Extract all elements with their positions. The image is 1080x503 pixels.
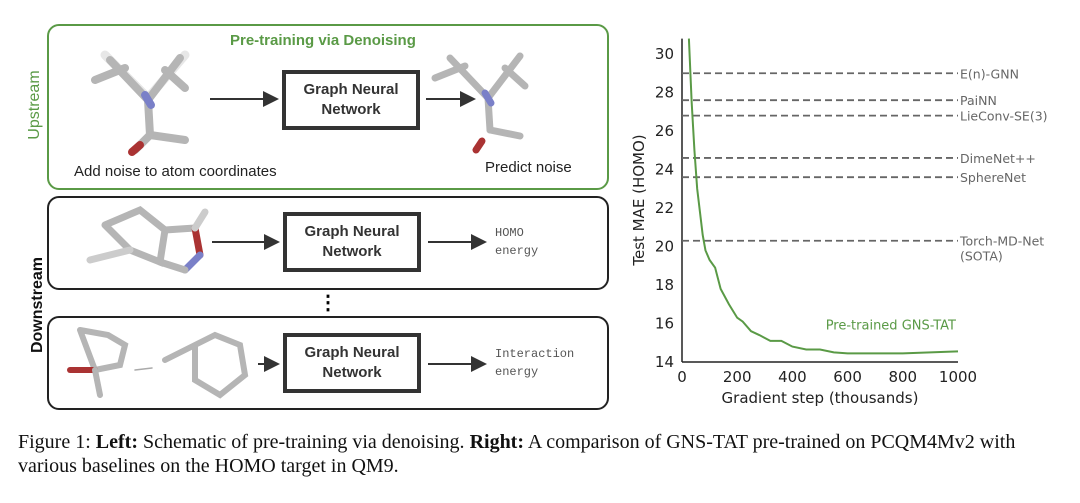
baseline-label: SphereNet <box>960 170 1026 185</box>
series-label: Pre-trained GNS-TAT <box>826 319 956 334</box>
y-tick-label: 20 <box>655 238 674 256</box>
gnn-box-upstream: Graph Neural Network <box>282 70 420 130</box>
x-tick-label: 200 <box>723 368 752 386</box>
gnn-label-line1: Graph Neural <box>304 223 400 240</box>
noisy-molecule-icon <box>91 50 190 156</box>
y-tick-label: 16 <box>655 315 674 333</box>
y-tick-label: 14 <box>655 353 674 371</box>
x-axis-label: Gradient step (thousands) <box>722 389 919 407</box>
caption-right-text: A comparison of GNS-TAT pre-trained on P… <box>18 431 1016 477</box>
baseline-label: PaiNN <box>960 93 997 108</box>
baseline-label: Torch-MD-Net <box>959 234 1044 249</box>
interaction-line2: energy <box>495 365 539 379</box>
gnn-box-homo: Graph Neural Network <box>283 212 421 272</box>
homo-line2: energy <box>495 244 539 258</box>
x-tick-label: 0 <box>677 368 687 386</box>
baseline-label: LieConv-SE(3) <box>960 109 1048 124</box>
baseline-label: E(n)-GNN <box>960 66 1019 81</box>
interaction-molecules-icon <box>67 327 249 399</box>
upstream-title: Pre-training via Denoising <box>230 32 416 49</box>
gnn-label-line1: Graph Neural <box>304 344 400 361</box>
x-tick-label: 800 <box>888 368 917 386</box>
y-tick-label: 30 <box>655 45 674 63</box>
gnn-label-line2: Network <box>322 243 382 260</box>
series-line <box>687 38 959 355</box>
mae-chart: Test MAE (HOMO) Gradient step (thousands… <box>630 38 1048 407</box>
noise-caption: Add noise to atom coordinates <box>74 163 277 180</box>
gnn-label-line2: Network <box>321 101 381 118</box>
predicted-molecule-icon <box>431 52 529 154</box>
caption-left-bold: Left: <box>95 431 138 453</box>
baseline-label-sub: (SOTA) <box>960 249 1003 264</box>
y-tick-label: 24 <box>655 161 674 179</box>
y-tick-label: 28 <box>655 84 674 102</box>
gnn-label-line2: Network <box>322 364 382 381</box>
homo-molecule-icon <box>86 205 209 274</box>
gnn-box-interaction: Graph Neural Network <box>283 333 421 393</box>
predict-caption: Predict noise <box>485 159 572 176</box>
downstream-panel-interaction <box>47 316 609 410</box>
caption-left-text: Schematic of pre-training via denoising. <box>137 431 470 453</box>
x-tick-label: 400 <box>778 368 807 386</box>
y-tick-label: 26 <box>655 122 674 140</box>
interaction-output: Interaction energy <box>495 345 574 381</box>
x-tick-label: 600 <box>833 368 862 386</box>
downstream-panel-homo <box>47 196 609 290</box>
y-axis-label: Test MAE (HOMO) <box>630 134 648 266</box>
baseline-label: DimeNet++ <box>960 151 1036 166</box>
figure-caption: Figure 1: Left: Schematic of pre-trainin… <box>18 430 1068 478</box>
upstream-panel <box>47 24 609 190</box>
homo-output: HOMO energy <box>495 224 538 260</box>
caption-right-bold: Right: <box>469 431 525 453</box>
ellipsis: ⋮ <box>318 292 338 314</box>
interaction-line1: Interaction <box>495 347 575 361</box>
y-tick-label: 18 <box>655 276 674 294</box>
x-tick-label: 1000 <box>939 368 977 386</box>
y-tick-label: 22 <box>655 199 674 217</box>
schematic-drawing <box>67 50 529 399</box>
gnn-label-line1: Graph Neural <box>303 81 399 98</box>
caption-prefix: Figure 1: <box>18 431 96 453</box>
homo-line1: HOMO <box>495 226 524 240</box>
